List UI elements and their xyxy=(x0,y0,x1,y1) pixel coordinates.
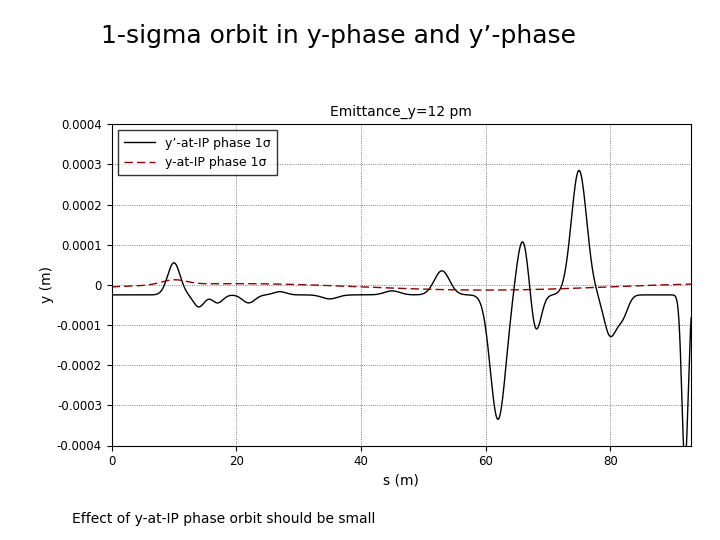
y’-at-IP phase 1σ xyxy=(680,460,689,466)
Text: 1-sigma orbit in y-phase and y’-phase: 1-sigma orbit in y-phase and y’-phase xyxy=(101,24,576,48)
y-at-IP phase 1σ xyxy=(444,287,453,293)
X-axis label: s (m): s (m) xyxy=(384,474,419,488)
y’-at-IP phase 1σ xyxy=(143,292,151,298)
y’-at-IP phase 1σ xyxy=(547,292,556,299)
y’-at-IP phase 1σ xyxy=(459,291,468,298)
Y-axis label: y (m): y (m) xyxy=(40,266,54,303)
y’-at-IP phase 1σ xyxy=(607,333,616,340)
y-at-IP phase 1σ xyxy=(107,284,116,290)
y’-at-IP phase 1σ xyxy=(477,301,485,308)
y-at-IP phase 1σ xyxy=(143,282,151,288)
Text: Effect of y-at-IP phase orbit should be small: Effect of y-at-IP phase orbit should be … xyxy=(72,512,375,526)
y-at-IP phase 1σ xyxy=(608,284,616,290)
y’-at-IP phase 1σ xyxy=(107,292,116,298)
Legend: y’-at-IP phase 1σ, y-at-IP phase 1σ: y’-at-IP phase 1σ, y-at-IP phase 1σ xyxy=(118,131,277,175)
Line: y-at-IP phase 1σ: y-at-IP phase 1σ xyxy=(112,280,691,290)
y’-at-IP phase 1σ xyxy=(687,314,696,321)
y-at-IP phase 1σ xyxy=(477,287,486,293)
y’-at-IP phase 1σ xyxy=(575,167,583,174)
y-at-IP phase 1σ xyxy=(481,287,490,293)
y-at-IP phase 1σ xyxy=(171,276,179,283)
Line: y’-at-IP phase 1σ: y’-at-IP phase 1σ xyxy=(112,171,691,463)
Title: Emittance_y=12 pm: Emittance_y=12 pm xyxy=(330,105,472,119)
y-at-IP phase 1σ xyxy=(687,281,696,287)
y-at-IP phase 1σ xyxy=(549,286,557,292)
y’-at-IP phase 1σ xyxy=(444,274,452,281)
y-at-IP phase 1σ xyxy=(460,287,469,293)
